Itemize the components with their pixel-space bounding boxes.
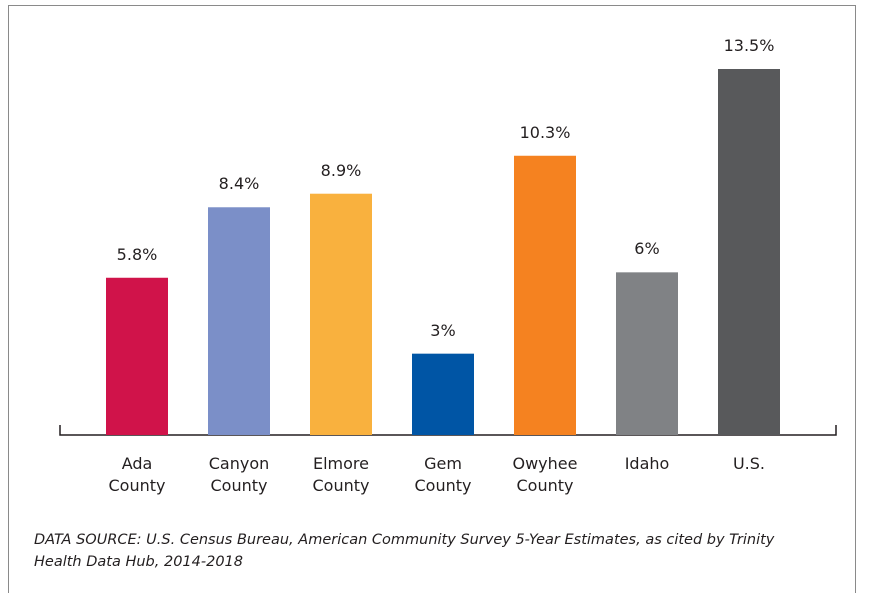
x-tick-label: Idaho [624,454,670,473]
value-label: 10.3% [519,122,571,142]
bar [718,69,780,435]
bar [616,272,678,435]
x-tick-label: Owyhee County [512,454,578,495]
frame [8,5,856,593]
source-note: DATA SOURCE: U.S. Census Bureau, America… [34,532,775,570]
bar [514,155,576,435]
x-tick-label: U.S. [732,454,766,473]
value-label: 13.5% [723,36,775,55]
value-label: 8.9% [320,160,362,180]
x-tick-label: Gem County [414,454,472,495]
bar [412,353,474,435]
value-label: 5.8% [116,244,158,264]
value-label: 3% [430,320,456,340]
bar [208,207,270,435]
value-label: 6% [634,239,660,259]
value-label: 8.4% [218,174,260,194]
x-tick-label: Ada County [108,454,166,495]
x-tick-label: Elmore County [312,454,370,495]
bar [310,193,372,435]
bar [106,277,168,435]
x-tick-label: Canyon County [208,454,270,495]
